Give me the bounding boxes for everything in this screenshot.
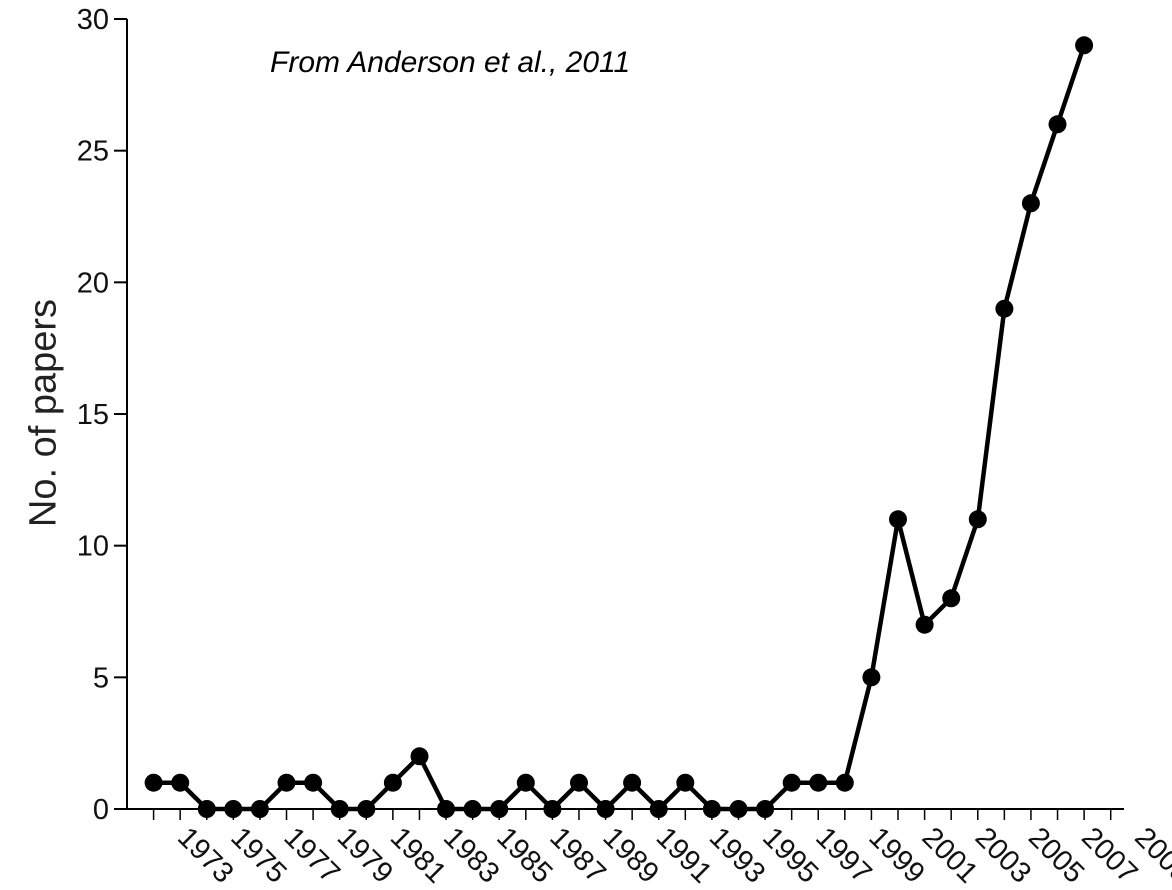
y-tick-label: 5: [93, 662, 109, 694]
data-point: [463, 800, 482, 818]
x-tick-label: 1975: [224, 821, 292, 889]
x-tick-label: 1999: [862, 821, 930, 889]
data-point: [543, 800, 562, 818]
x-tick-label: 2001: [916, 821, 984, 889]
data-point: [171, 773, 190, 792]
x-tick-label: 1973: [171, 821, 239, 889]
data-point: [649, 800, 668, 818]
x-tick-label: 1987: [543, 821, 611, 889]
data-point: [357, 800, 376, 818]
x-tick-label: 1993: [703, 821, 771, 889]
data-point: [702, 800, 721, 818]
data-point: [915, 615, 934, 634]
data-point: [437, 800, 455, 818]
data-point: [250, 800, 269, 818]
data-point: [862, 668, 881, 687]
data-point: [277, 773, 296, 792]
data-point: [516, 773, 535, 792]
x-tick-label: 1977: [278, 821, 346, 889]
data-point: [729, 800, 748, 818]
data-point: [782, 773, 801, 792]
data-point: [197, 800, 216, 818]
data-point: [756, 800, 775, 818]
y-tick-label: 30: [77, 4, 109, 36]
data-point: [968, 510, 987, 529]
x-tick-label: 1981: [384, 821, 452, 889]
data-point: [224, 800, 243, 818]
data-point: [1021, 194, 1040, 213]
x-tick-label: 2009: [1128, 821, 1172, 889]
x-tick-label: 1995: [756, 821, 824, 889]
data-point: [1048, 115, 1067, 134]
data-point: [676, 773, 695, 792]
x-tick-label: 2007: [1075, 821, 1143, 889]
data-point: [1075, 36, 1094, 55]
data-point: [596, 800, 615, 818]
data-point: [889, 510, 907, 529]
data-point: [330, 800, 349, 818]
series-line: [153, 44, 1087, 812]
data-point: [809, 773, 828, 792]
y-tick-label: 0: [93, 794, 109, 826]
y-tick-label: 15: [77, 399, 109, 431]
y-tick-label: 20: [77, 267, 109, 299]
data-point: [383, 773, 402, 792]
x-tick-label: 1983: [437, 821, 505, 889]
data-point: [490, 800, 509, 818]
y-tick-label: 10: [77, 531, 109, 563]
x-tick-label: 1985: [490, 821, 558, 889]
y-tick-label: 25: [77, 136, 109, 168]
data-point: [144, 773, 163, 792]
data-point: [304, 773, 323, 792]
data-point: [623, 773, 642, 792]
x-tick-label: 2005: [1022, 821, 1090, 889]
data-point: [942, 589, 961, 608]
x-tick-label: 1997: [809, 821, 877, 889]
x-tick-label: 1979: [331, 821, 399, 889]
x-tick-label: 1991: [650, 821, 718, 889]
data-point: [835, 773, 854, 792]
data-point: [410, 747, 429, 766]
data-point: [570, 773, 588, 792]
x-tick-label: 2003: [969, 821, 1037, 889]
source-annotation: From Anderson et al., 2011: [270, 46, 631, 79]
data-point: [995, 299, 1014, 318]
x-tick-label: 1989: [597, 821, 665, 889]
